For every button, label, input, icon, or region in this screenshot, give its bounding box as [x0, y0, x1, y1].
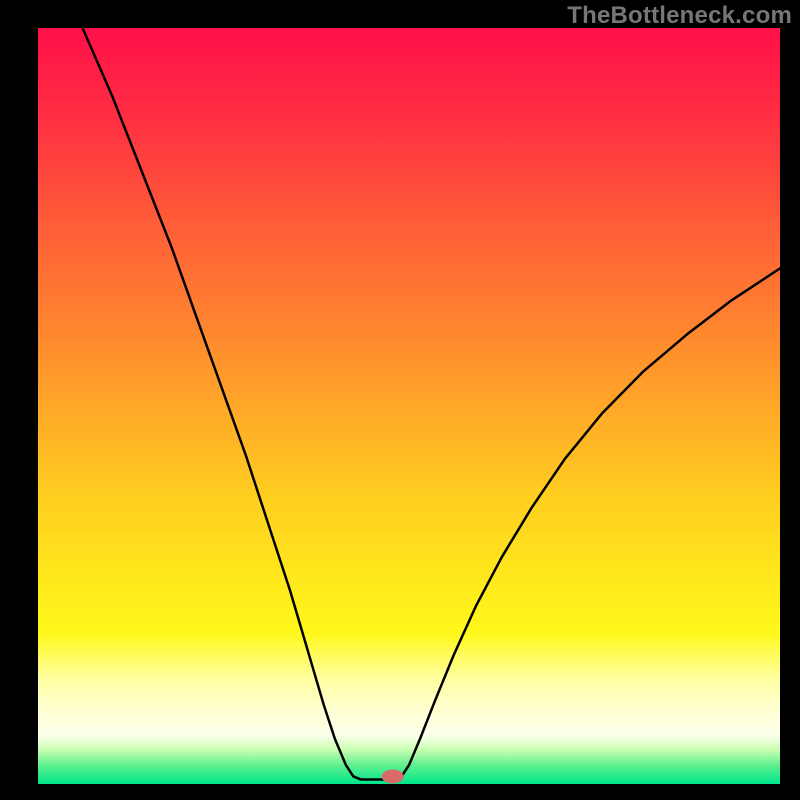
plot-background — [38, 28, 780, 784]
chart-svg — [0, 0, 800, 800]
watermark-text: TheBottleneck.com — [567, 2, 792, 30]
optimal-point-marker — [382, 769, 404, 783]
chart-container: TheBottleneck.com — [0, 0, 800, 800]
